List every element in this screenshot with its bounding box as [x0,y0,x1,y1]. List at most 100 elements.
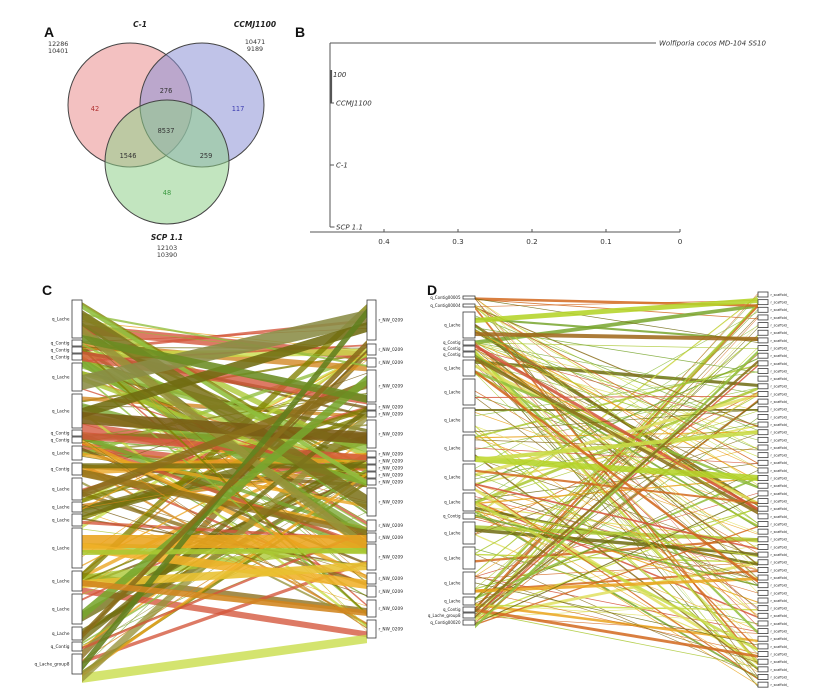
right-scaffold-box [366,487,377,517]
left-scaffold-label: q_Contig [443,607,461,612]
right-scaffold-box [757,329,769,336]
left-scaffold-label: q_Lache [52,579,70,585]
right-scaffold-label: r_scaffold_ [771,339,789,343]
synteny-ribbon [475,303,758,602]
right-scaffold-box [757,681,769,688]
tick-label-03: 0.3 [452,237,463,246]
synteny-ribbon [475,476,758,600]
left-scaffold-label: q_Contig [51,355,70,361]
synteny-ribbon-major [82,535,367,548]
synteny-ribbon [475,575,758,663]
synteny-ribbon [475,348,758,427]
right-scaffold-label: r_NW_0209 [379,431,404,437]
venn-count-c1-2: 10401 [48,47,68,55]
left-scaffold-label: q_Lache [52,451,70,457]
right-scaffold-label: r_scaffold_ [771,507,789,511]
right-scaffold-box [757,391,769,397]
right-scaffold-label: r_NW_0209 [379,465,404,471]
right-scaffold-label: r_scaffold_ [771,408,789,412]
synteny-ribbon [475,300,758,308]
synteny-ribbon [475,372,758,527]
right-scaffold-label: r_scaffold_ [771,607,789,611]
synteny-ribbon [475,355,758,688]
right-scaffold-box [366,457,377,465]
right-scaffold-box [757,597,769,604]
synteny-ribbon [475,514,758,587]
left-scaffold-box [71,570,83,592]
synteny-ribbon [475,483,758,550]
left-scaffold-box [71,593,83,625]
left-scaffold-box [71,393,83,429]
right-scaffold-label: r_NW_0209 [379,499,404,505]
synteny-ribbon [82,560,367,664]
right-scaffold-box [366,543,377,571]
synteny-ribbon [82,529,367,650]
right-scaffold-box [757,406,769,413]
right-scaffold-box [757,666,769,673]
left-scaffold-label: q_Lache [444,475,461,480]
right-scaffold-box [757,612,769,619]
right-scaffold-box [757,429,769,436]
synteny-ribbon [82,634,367,683]
left-scaffold-label: q_Lache [444,446,461,451]
tree-taxon-ccmj: CCMJ1100 [336,100,372,108]
left-scaffold-box [71,653,83,675]
right-scaffold-box [366,599,377,618]
left-scaffold-label: q_Contig00020 [430,620,461,625]
right-scaffold-label: r_scaffold_ [771,446,789,450]
left-scaffold-box [71,445,83,461]
synteny-ribbon [82,438,367,629]
right-scaffold-box [757,490,769,497]
right-scaffold-box [757,383,769,390]
left-scaffold-box [71,436,83,444]
venn-count-scp-1: 12103 [157,244,177,252]
right-scaffold-label: r_scaffold_ [771,454,789,458]
synteny-ribbon [475,315,758,431]
right-scaffold-box [757,635,769,642]
left-scaffold-label: q_Contig [51,431,70,437]
left-scaffold-label: q_Lache [52,631,70,637]
synteny-ribbon [475,334,758,574]
right-scaffold-label: r_scaffold_ [771,469,789,473]
synteny-ribbon-major [82,548,367,555]
right-scaffold-box [757,513,769,520]
left-scaffold-box [462,606,476,613]
right-scaffold-label: r_scaffold_ [771,683,789,687]
tick-label-04: 0.4 [378,237,390,246]
right-scaffold-box [757,368,769,374]
panel-c-letter: C [42,282,53,298]
venn-diagram: C-1 CCMJ1100 SCP 1.1 12286 10401 10471 9… [48,20,276,259]
right-scaffold-label: r_NW_0209 [379,472,404,478]
synteny-ribbon-major [82,335,367,403]
right-scaffold-box [366,357,377,368]
panel-a-letter: A [44,24,55,40]
right-scaffold-label: r_NW_0209 [379,404,404,410]
right-scaffold-label: r_NW_0209 [379,458,404,464]
left-scaffold-box [462,612,476,619]
right-scaffold-label: r_NW_0209 [379,626,404,632]
right-scaffold-label: r_scaffold_ [771,645,789,649]
right-scaffold-label: r_NW_0209 [379,317,404,323]
synteny-ribbon-major [475,332,758,341]
right-scaffold-label: r_scaffold_ [771,492,789,496]
right-scaffold-label: r_scaffold_ [771,545,789,549]
tree-bootstrap-value: 100 [333,71,347,79]
synteny-ribbon [82,356,367,583]
venn-set-title-scp: SCP 1.1 [151,233,183,242]
right-scaffold-label: r_scaffold_ [771,652,789,656]
right-scaffold-box [757,605,769,612]
synteny-ribbon [475,399,758,623]
synteny-ribbon [475,298,758,619]
right-scaffold-label: r_NW_0209 [379,411,404,417]
synteny-ribbon [475,582,758,646]
right-scaffold-box [757,452,769,459]
synteny-ribbon [475,454,758,671]
synteny-ribbon [82,510,367,607]
synteny-ribbon [475,510,758,594]
right-scaffold-box [757,643,769,650]
synteny-ribbon [475,603,758,643]
right-scaffold-box [366,343,377,356]
right-scaffold-label: r_scaffold_ [771,599,789,603]
right-scaffold-label: r_scaffold_ [771,584,789,588]
